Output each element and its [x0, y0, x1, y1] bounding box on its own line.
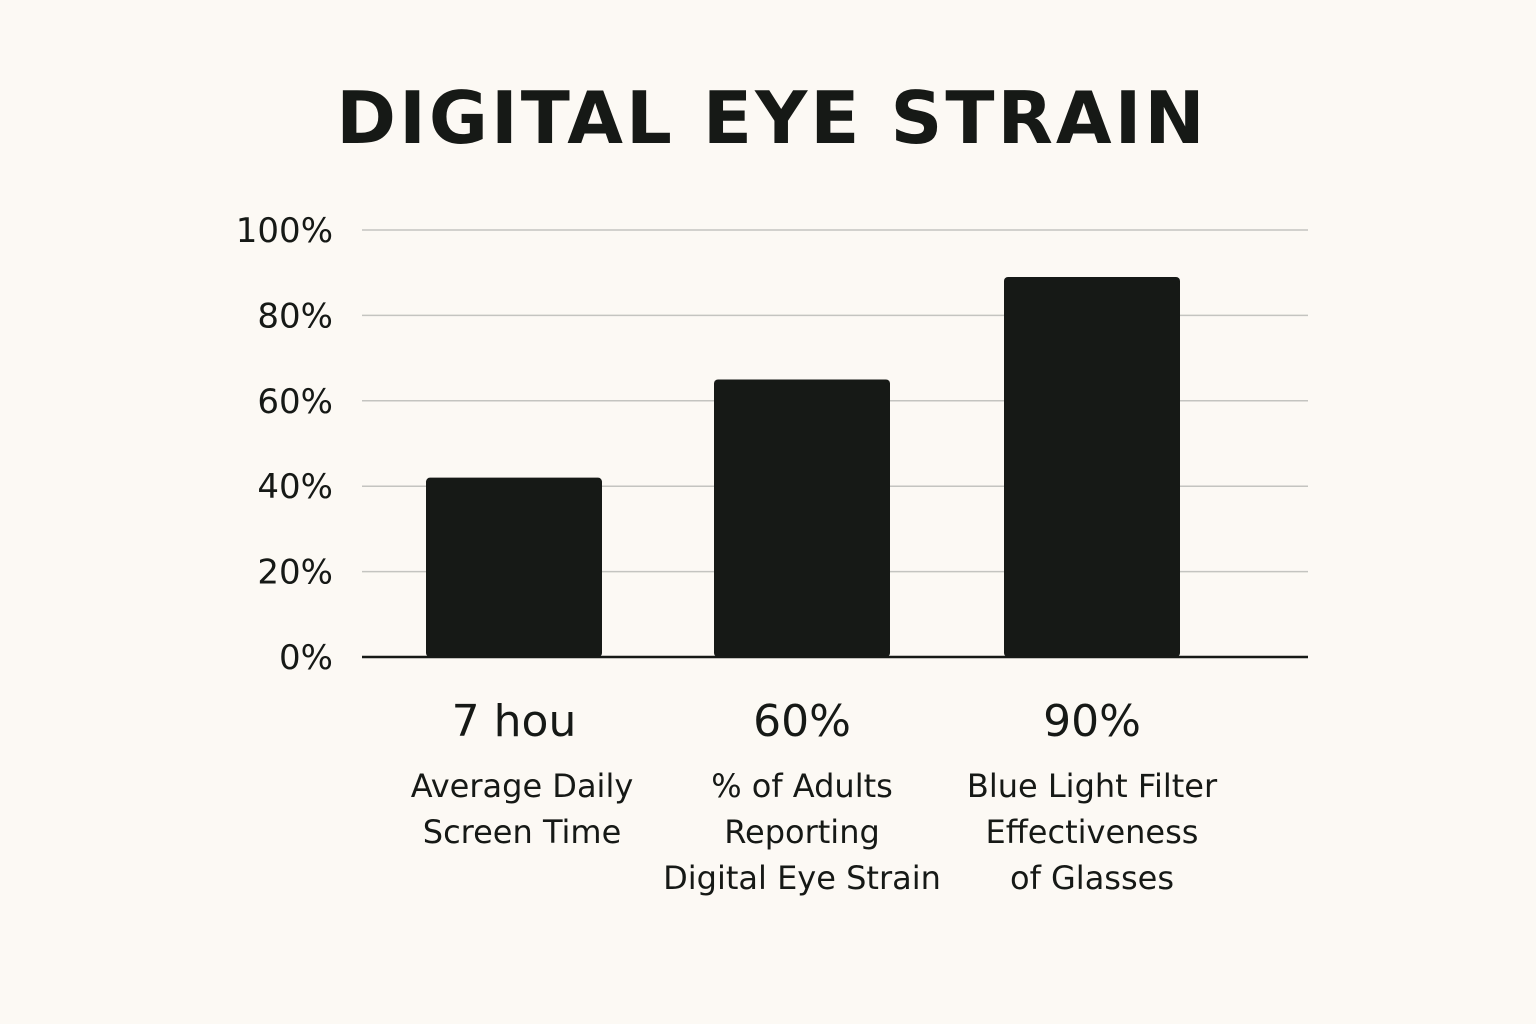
chart-title: DIGITAL EYE STRAIN [336, 76, 1208, 160]
y-tick-label: 80% [257, 296, 333, 336]
bar-value-label: 60% [753, 696, 851, 747]
y-tick-label: 20% [257, 553, 333, 593]
bar [1004, 276, 1180, 657]
category-label: Blue Light Filter [967, 767, 1218, 805]
bar-value-label: 90% [1043, 696, 1141, 747]
y-axis-ticks: 0% 20% 40% 60% 80% 100% [236, 211, 333, 678]
y-tick-label: 100% [236, 211, 333, 251]
y-tick-label: 0% [279, 638, 333, 678]
bar-value-label: 7 hou [452, 696, 577, 747]
category-label: Effectiveness [986, 813, 1199, 851]
bar [426, 477, 602, 657]
category-label: Reporting [724, 813, 880, 851]
y-tick-label: 40% [257, 467, 333, 507]
category-label: Screen Time [423, 813, 622, 851]
bars [426, 276, 1180, 657]
bar-labels: 7 hou 60% 90% Average Daily Screen Time % of … [411, 696, 1218, 897]
category-label: % of Adults [711, 767, 893, 805]
y-tick-label: 60% [257, 382, 333, 422]
bar [714, 379, 890, 657]
category-label: Average Daily [411, 767, 634, 805]
category-label: Digital Eye Strain [663, 859, 941, 897]
category-label: of Glasses [1010, 859, 1174, 897]
